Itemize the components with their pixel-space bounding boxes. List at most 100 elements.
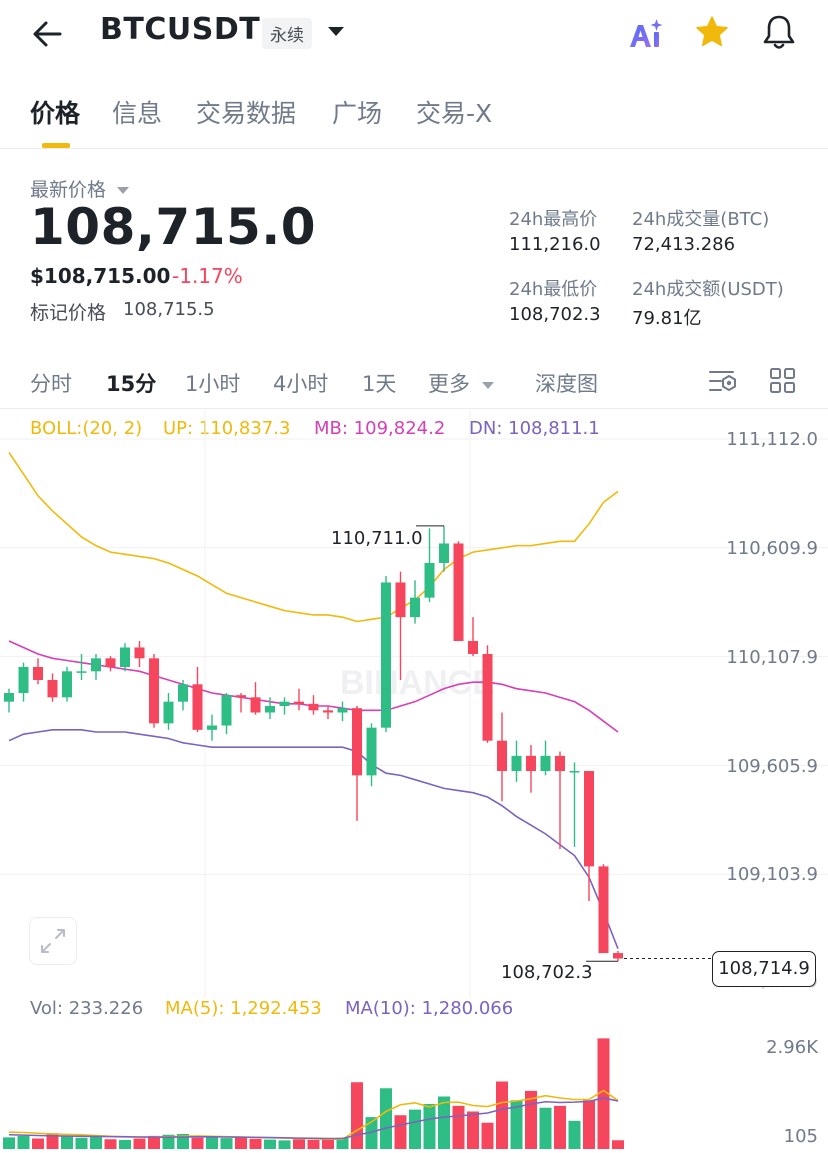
candle-body [453,543,464,641]
boll-middle-line [8,640,619,733]
interval-line[interactable]: 分时 [30,372,72,396]
arrow-left-icon [33,21,62,47]
tabs-divider [0,148,828,149]
volume-bar [409,1109,421,1149]
candle-body [76,671,87,673]
candle-body [134,647,145,659]
mark-price-label: 标记价格 [30,302,107,324]
star-icon [696,16,728,47]
tab-trading-data[interactable]: 交易数据 [196,99,297,128]
candle-body [569,771,580,773]
volume-bar [510,1100,523,1149]
current-price-tag[interactable]: 108,714.9 [712,951,816,987]
notification-button[interactable] [760,12,798,56]
bell-icon [763,15,795,49]
candle-body [62,671,72,698]
volume-bar [554,1105,566,1149]
volume-bar [278,1140,291,1149]
volume-bar [467,1111,479,1149]
indicator-settings-button[interactable] [707,366,739,400]
candle-body [149,658,159,724]
candle-body [47,679,58,698]
favorite-button[interactable] [694,14,730,54]
candle-body [105,658,116,667]
candle-body [526,755,536,772]
volume-bar [133,1138,146,1149]
volume-bar [307,1140,320,1149]
depth-chart-tab[interactable]: 深度图 [535,372,598,396]
interval-more[interactable]: 更多 [428,368,495,398]
high-24h-label: 24h最高价 [509,209,598,230]
volume-bar [32,1138,44,1149]
symbol-dropdown[interactable] [326,24,346,43]
candle-body [236,695,246,698]
vol-btc-label: 24h成交量(BTC) [632,209,770,230]
low-annotation: 108,702.3 [501,962,593,983]
candle-body [33,666,43,680]
volume-bar [249,1138,262,1149]
interval-1d[interactable]: 1天 [362,372,397,396]
volume-bar [264,1139,276,1149]
candle-body [439,543,449,563]
volume-bar [394,1115,407,1149]
candle-body [120,647,130,667]
tab-square[interactable]: 广场 [332,99,383,128]
candle-body [221,695,232,726]
candle-body [613,953,623,959]
price-change: -1.17% [172,264,243,288]
high-24h-value: 111,216.0 [509,234,601,255]
settings-sliders-icon [709,371,736,391]
contract-type-badge: 永续 [262,18,312,49]
candle-body [323,710,333,713]
volume-bar [583,1100,595,1149]
interval-4h[interactable]: 4小时 [273,372,329,396]
tab-trade-x[interactable]: 交易-X [416,99,493,128]
caret-down-icon [117,187,130,194]
volume-bar [423,1104,436,1149]
volume-bar [206,1136,218,1149]
low-24h-value: 108,702.3 [509,304,601,325]
volume-bar [539,1107,552,1149]
volume-bar [61,1135,73,1149]
vol-btc-value: 72,413.286 [632,234,736,255]
high-annotation: 110,711.0 [331,528,423,549]
candle-body [352,708,362,776]
volume-chart[interactable] [0,1025,828,1153]
layout-grid-button[interactable] [768,366,798,400]
candle-body [584,771,594,867]
candlestick-chart[interactable]: BINANCE [0,410,828,998]
volume-bar [293,1139,305,1149]
last-price: 108,715.0 [30,198,317,256]
volume-bar [438,1096,450,1149]
symbol-title[interactable]: BTCUSDT [100,12,261,47]
candle-body [163,701,174,724]
volume-bar [220,1138,233,1149]
candle-body [308,703,319,711]
volume-bar [119,1140,131,1149]
ma10-label: MA(10): 1,280.066 [345,998,514,1019]
volume-bar [75,1137,88,1149]
y-tick-label: 111,112.0 [726,429,818,450]
caret-down-icon [328,27,344,36]
volume-bar [336,1137,349,1149]
interval-1h[interactable]: 1小时 [185,372,241,396]
volume-bar [322,1139,334,1149]
volume-bar [17,1135,30,1149]
back-button[interactable] [28,14,68,54]
volume-bar [380,1088,392,1149]
expand-chart-button[interactable] [29,917,77,965]
ai-icon [630,19,663,47]
candle-body [207,725,217,730]
interval-more-label: 更多 [428,372,470,396]
candle-body [497,740,507,772]
candle-body [366,727,377,776]
boll-up-label: UP: 110,837.3 [163,418,291,439]
tab-info[interactable]: 信息 [112,99,163,128]
tab-price[interactable]: 价格 [30,99,81,128]
expand-icon [41,929,65,953]
candle-body [395,582,406,618]
ai-button[interactable]: Ai [626,14,666,54]
interval-15m[interactable]: 15分 [106,372,157,396]
last-price-label-row[interactable]: 最新价格 [30,175,130,202]
volume-bar [568,1120,581,1149]
